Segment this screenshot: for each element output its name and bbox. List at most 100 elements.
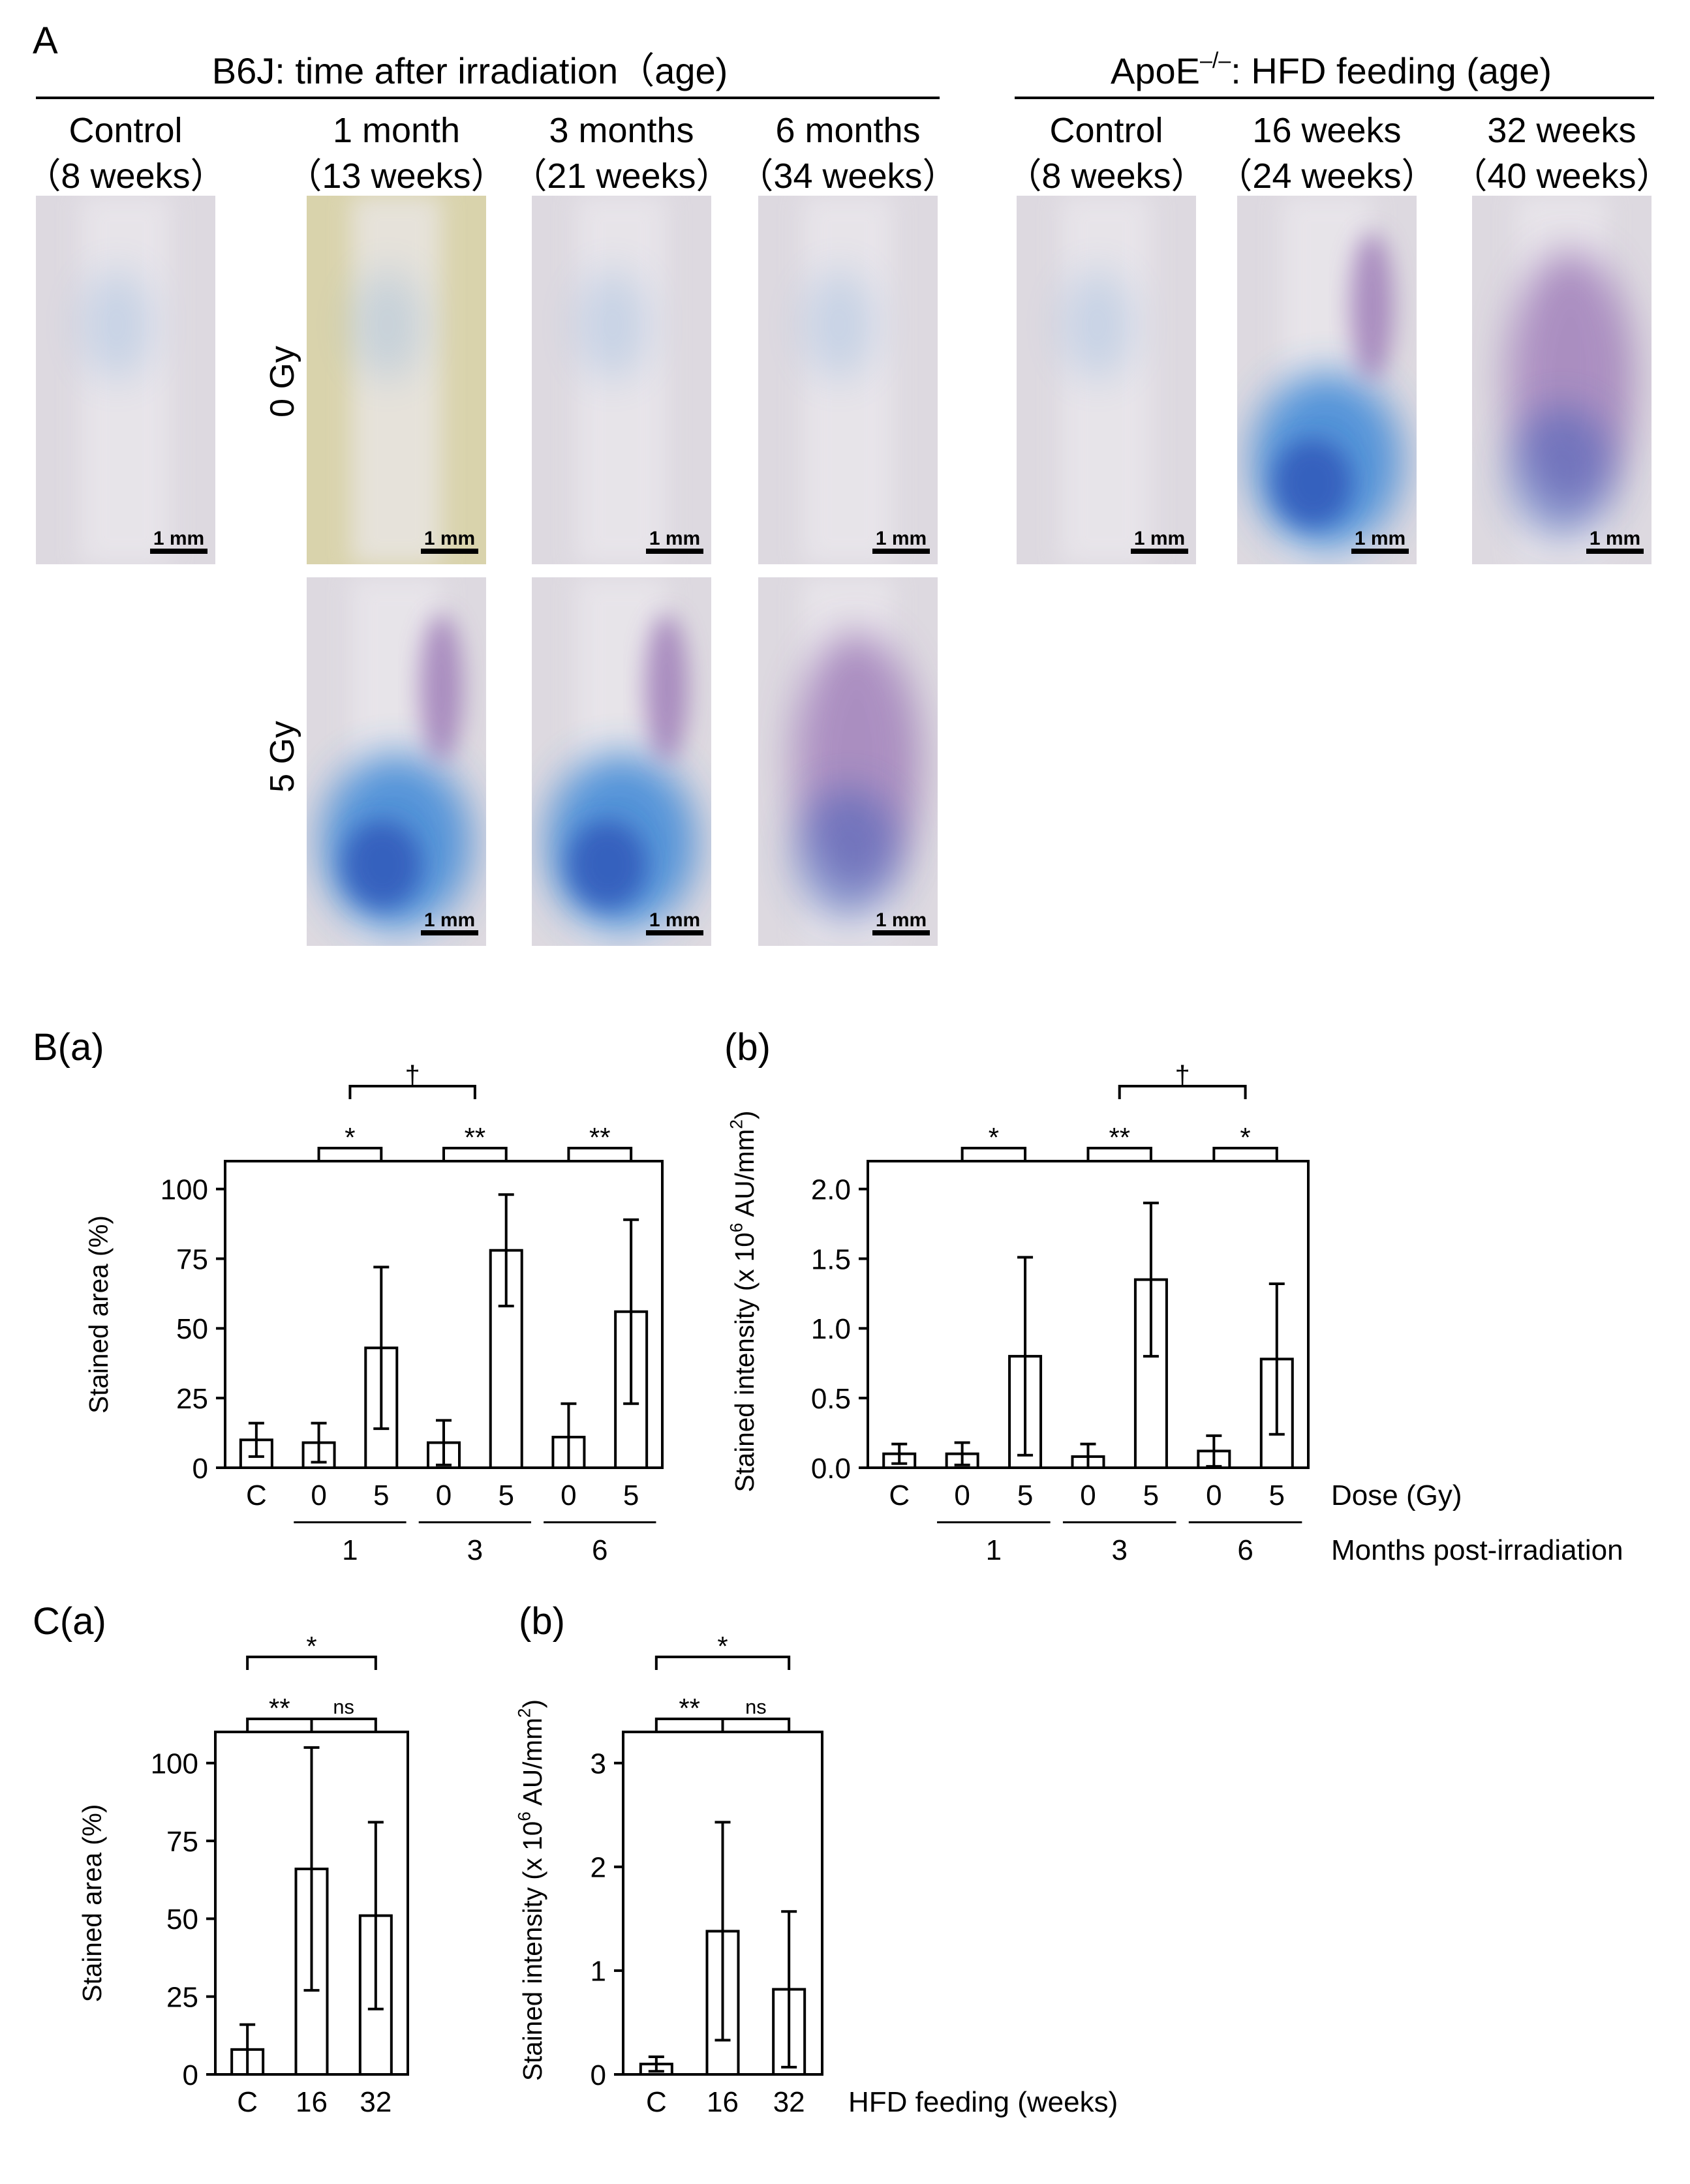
y-tick-label: 0.0 [811, 1453, 851, 1485]
y-label-part: AU/mm [730, 1129, 760, 1223]
panel-label: B(a) [33, 1026, 104, 1069]
column-title-line2: （24 weeks） [1217, 157, 1436, 196]
aorta-photo: 1 mm [307, 577, 486, 946]
scale-bar-label: 1 mm [649, 528, 700, 549]
x-tick-label: 0 [1206, 1479, 1221, 1511]
chart-b-b: (b) 0.0 0.5 1.0 1.5 2.0 Stained intensity (x 1… [724, 1026, 1623, 1566]
x-tick-label: 5 [623, 1479, 639, 1511]
significance-bracket [1118, 1085, 1247, 1099]
column-title-line2: （8 weeks） [1006, 157, 1206, 196]
significance-bracket [1086, 1147, 1152, 1161]
x-axis-title: Dose (Gy) [1331, 1479, 1462, 1511]
group-label: 3 [467, 1534, 483, 1566]
y-label-part: AU/mm [517, 1718, 547, 1812]
y-tick-label: 1.5 [811, 1243, 851, 1275]
y-tick-label: 0 [183, 2059, 198, 2091]
plot-frame [867, 1160, 1310, 1469]
vessel-strip [1061, 196, 1152, 564]
significance-bracket [317, 1147, 383, 1161]
stain-deep [343, 820, 422, 909]
x-tick-label: 5 [498, 1479, 514, 1511]
column-title-line1: Control [69, 111, 182, 150]
panel-label: C(a) [33, 1600, 106, 1643]
significance-label: ns [333, 1695, 354, 1718]
scale-bar-label: 1 mm [876, 528, 927, 549]
apoe-title-rest: : HFD feeding (age) [1231, 50, 1552, 91]
y-tick-label: 0.5 [811, 1383, 851, 1415]
column-title-line1: 1 month [333, 111, 460, 150]
scale-bar-label: 1 mm [876, 909, 927, 931]
significance-label: † [405, 1060, 420, 1091]
x-tick-label: 0 [954, 1479, 970, 1511]
column-title-line2: （13 weeks） [286, 157, 506, 196]
aorta-photo: 1 mm [532, 577, 711, 946]
x-tick-label: C [889, 1479, 910, 1511]
significance-bracket [348, 1085, 476, 1099]
x-tick-label: 5 [1143, 1479, 1159, 1511]
y-label-part: Stained intensity (x 10 [730, 1232, 760, 1492]
y-tick-label: 50 [176, 1313, 208, 1345]
x-tick-label: 0 [1080, 1479, 1096, 1511]
x-tick-label: 5 [1269, 1479, 1285, 1511]
group-label: 6 [1237, 1534, 1253, 1566]
significance-bracket [960, 1147, 1027, 1161]
significance-label: ** [1109, 1122, 1130, 1153]
x-tick-label: C [646, 2086, 667, 2118]
stain-purple [1350, 232, 1394, 380]
column-title-line2: （34 weeks） [738, 157, 957, 196]
significance-bracket [1212, 1147, 1278, 1161]
significance-bracket [442, 1147, 508, 1161]
stain-blue [1508, 406, 1616, 539]
y-tick-label: 0 [591, 2059, 606, 2091]
stain-deep [568, 820, 647, 909]
aorta-photo: 1 mm [1017, 196, 1196, 564]
aorta-photo: 1 mm [758, 577, 938, 946]
panel-a-letter: A [33, 20, 58, 62]
row-label-0gy: 0 Gy [264, 346, 301, 417]
x-tick-label: C [246, 1479, 267, 1511]
significance-bracket [654, 1656, 791, 1670]
group-label: 6 [592, 1534, 607, 1566]
apoe-group-title: ApoE–/–: HFD feeding (age) [1111, 48, 1552, 91]
row-label-5gy: 5 Gy [264, 721, 301, 793]
scale-bar-label: 1 mm [1355, 528, 1406, 549]
group-label: 1 [342, 1534, 358, 1566]
y-label-sup: 6 [726, 1223, 746, 1233]
stain-blue [794, 787, 902, 920]
y-tick-label: 3 [591, 1748, 606, 1780]
column-title-line2: （21 weeks） [512, 157, 731, 196]
aorta-photo: 1 mm [532, 196, 711, 564]
y-tick-label: 2 [591, 1852, 606, 1884]
x-tick-label: 32 [773, 2086, 805, 2118]
group-label: 3 [1111, 1534, 1127, 1566]
y-tick-label: 100 [151, 1748, 198, 1780]
x-tick-label: 0 [436, 1479, 452, 1511]
stain-faint [1061, 269, 1133, 380]
significance-label: ** [679, 1693, 700, 1723]
photo-grid: Control （8 weeks） 1 mm 1 month （13 weeks） 1 m… [25, 111, 1672, 946]
significance-label: ** [465, 1122, 486, 1153]
y-tick-label: 75 [166, 1826, 198, 1858]
x-tick-label: 16 [707, 2086, 739, 2118]
y-axis-label: Stained intensity (x 106 AU/mm2) [726, 1111, 760, 1493]
aorta-photo: 1 mm [36, 196, 215, 564]
stain-purple [645, 614, 688, 762]
x-axis-title: HFD feeding (weeks) [848, 2086, 1118, 2118]
vessel-strip [80, 196, 171, 564]
significance-bracket [567, 1147, 633, 1161]
y-tick-label: 100 [161, 1174, 208, 1206]
y-tick-label: 50 [166, 1903, 198, 1935]
y-label-part: ) [517, 1699, 547, 1708]
x-tick-label: 5 [373, 1479, 389, 1511]
x-tick-label: 5 [1017, 1479, 1033, 1511]
panel-label: (b) [519, 1600, 565, 1643]
x-tick-label: 32 [360, 2086, 392, 2118]
stain-deep [1273, 438, 1352, 528]
vessel-strip [803, 196, 893, 564]
y-tick-label: 1 [591, 1956, 606, 1988]
x-tick-label: C [237, 2086, 258, 2118]
scale-bar-label: 1 mm [1134, 528, 1185, 549]
